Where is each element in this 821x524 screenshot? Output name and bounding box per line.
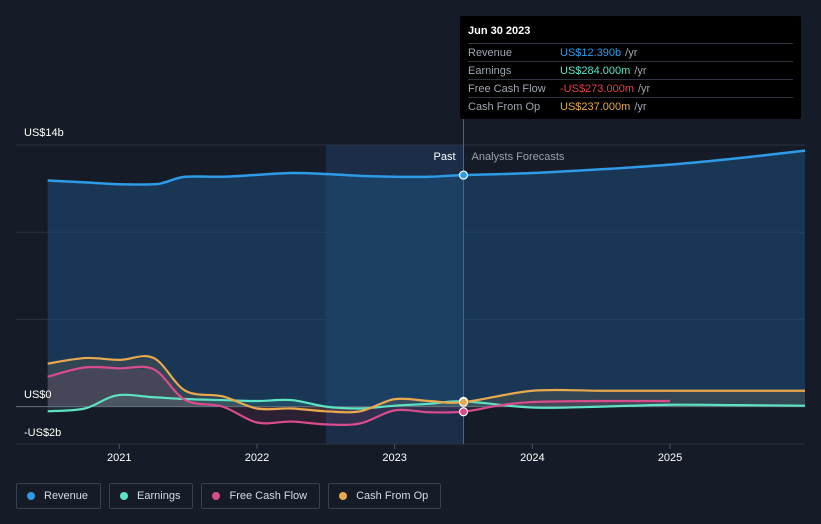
tooltip-label: Earnings: [468, 64, 512, 77]
legend-dot-icon: [212, 492, 221, 500]
x-tick-label: 2022: [245, 452, 269, 464]
tooltip-value: US$284.000m: [560, 64, 631, 77]
tooltip-value: US$12.390b: [560, 46, 622, 59]
series-line-cash-from-op: [47, 355, 805, 414]
tooltip-label: Cash From Op: [468, 100, 541, 113]
series-line-revenue: [47, 149, 806, 186]
tooltip-label: Revenue: [468, 46, 513, 59]
legend-item-cash-from-op[interactable]: Cash From Op: [328, 483, 442, 509]
marker-revenue: [458, 170, 469, 180]
forecast-label: Analysts Forecasts: [472, 151, 565, 163]
legend: Revenue Earnings Free Cash Flow Cash Fro…: [16, 483, 442, 509]
marker-cash-from-op: [458, 397, 469, 407]
tooltip-row-free-cash-flow: Free Cash Flow -US$273.000m /yr: [468, 79, 793, 97]
legend-dot-icon: [27, 492, 35, 500]
series-area-free-cash-flow: [47, 367, 671, 425]
tooltip: Jun 30 2023 Revenue US$12.390b /yr Earni…: [460, 16, 801, 119]
legend-dot-icon: [120, 492, 129, 500]
x-tick-label: 2025: [658, 452, 682, 464]
legend-label: Cash From Op: [356, 490, 429, 502]
series-line-earnings: [47, 393, 806, 413]
tooltip-unit: /yr: [625, 46, 638, 59]
tooltip-date: Jun 30 2023: [468, 25, 531, 37]
y-axis-label-top: US$14b: [24, 127, 64, 139]
past-label: Past: [433, 151, 455, 163]
y-axis-label-bottom: -US$2b: [24, 427, 61, 439]
x-tick-label: 2023: [382, 452, 406, 464]
legend-dot-icon: [339, 492, 348, 500]
tooltip-unit: /yr: [634, 100, 647, 113]
tooltip-value: US$237.000m: [560, 100, 631, 113]
legend-label: Free Cash Flow: [229, 490, 308, 502]
tooltip-unit: /yr: [634, 64, 647, 77]
series-area-cash-from-op: [47, 358, 805, 412]
x-tick-label: 2024: [520, 452, 544, 464]
revenue-area: [47, 150, 805, 407]
marker-free-cash-flow: [458, 407, 469, 417]
tooltip-row-cash-from-op: Cash From Op US$237.000m /yr: [468, 97, 793, 115]
legend-item-free-cash-flow[interactable]: Free Cash Flow: [201, 483, 321, 509]
series-line-free-cash-flow: [47, 365, 671, 427]
legend-item-revenue[interactable]: Revenue: [16, 483, 102, 509]
tooltip-row-revenue: Revenue US$12.390b /yr: [468, 43, 793, 61]
tooltip-label: Free Cash Flow: [468, 82, 546, 95]
tooltip-value: -US$273.000m: [560, 82, 634, 95]
legend-label: Earnings: [137, 490, 181, 502]
tooltip-row-earnings: Earnings US$284.000m /yr: [468, 61, 793, 79]
legend-item-earnings[interactable]: Earnings: [109, 483, 194, 509]
tooltip-unit: /yr: [638, 82, 651, 95]
y-axis-label-zero: US$0: [24, 389, 52, 401]
x-tick-label: 2021: [107, 452, 131, 464]
legend-label: Revenue: [44, 490, 89, 502]
